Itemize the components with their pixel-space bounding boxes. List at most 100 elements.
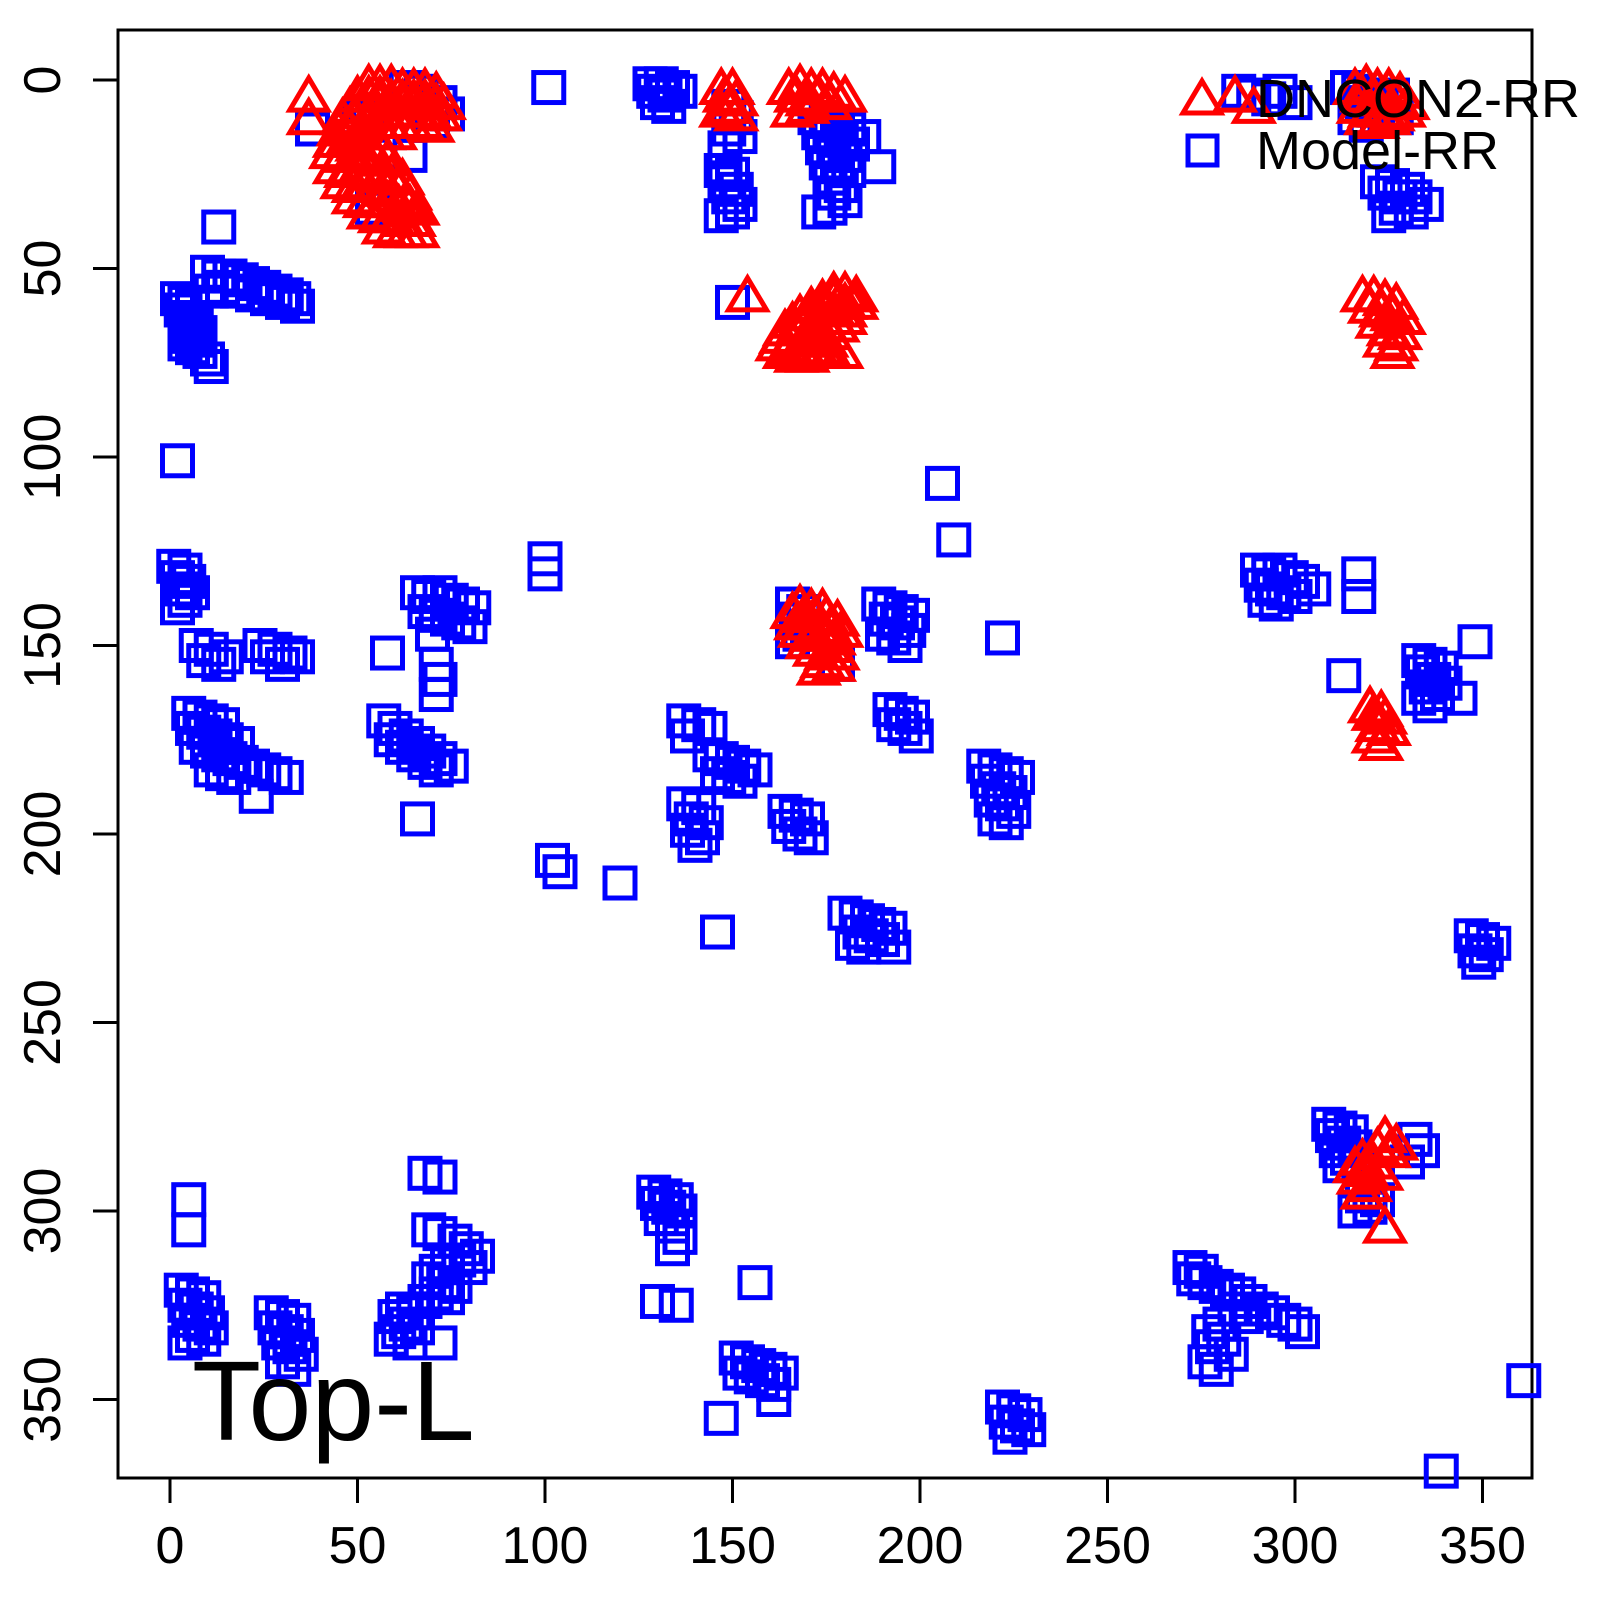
model-rr-point	[876, 620, 912, 656]
model-rr-point	[175, 1317, 210, 1353]
model-rr-point	[677, 827, 713, 863]
model-rr-point	[782, 816, 818, 852]
model-rr-point	[163, 571, 199, 607]
model-rr-point	[190, 341, 225, 377]
model-rr-point	[1285, 1314, 1320, 1350]
model-rr-point	[655, 1208, 690, 1244]
x-tick-label: 0	[156, 1517, 185, 1575]
model-rr-point	[996, 793, 1032, 829]
dncon2-rr-point	[1357, 721, 1405, 762]
model-rr-point	[1187, 1344, 1223, 1380]
model-rr-point	[722, 763, 758, 799]
dncon2-rr-point	[345, 190, 393, 230]
model-rr-point	[205, 269, 240, 305]
model-rr-point	[418, 1276, 454, 1312]
model-rr-point	[1468, 937, 1504, 973]
model-rr-point	[643, 66, 679, 102]
model-rr-point	[793, 820, 829, 856]
model-rr-point	[756, 1382, 792, 1417]
model-rr-point	[381, 1314, 417, 1350]
model-rr-point	[985, 620, 1020, 656]
dncon2-rr-point	[712, 92, 760, 132]
model-rr-point	[1176, 1261, 1212, 1297]
dncon2-rr-point	[769, 88, 816, 128]
dncon2-rr-point	[705, 84, 753, 124]
model-rr-point	[208, 639, 244, 675]
legend: DNCON2-RR Model-RR	[1178, 69, 1580, 181]
plot-label: Top-L	[192, 1338, 475, 1464]
dncon2-rr-point	[1346, 1162, 1394, 1203]
model-rr-point	[422, 1325, 458, 1361]
x-tick-label: 50	[329, 1517, 387, 1575]
model-rr-point	[268, 277, 304, 313]
dncon2-rr-point	[724, 272, 771, 313]
dncon2-rr-point	[394, 208, 441, 249]
model-rr-point	[1341, 556, 1377, 592]
model-rr-point	[276, 1351, 312, 1387]
dncon2-rr-point	[409, 103, 456, 143]
x-tick-label: 250	[1064, 1517, 1151, 1575]
model-rr-point	[812, 190, 848, 226]
model-rr-point	[160, 443, 195, 479]
model-rr-point	[1011, 1412, 1047, 1448]
model-rr-point	[1000, 1408, 1035, 1444]
model-rr-point	[1457, 624, 1493, 660]
y-tick-label: 200	[14, 791, 72, 878]
model-rr-point	[700, 756, 735, 792]
model-rr-point	[640, 85, 675, 121]
dncon2-rr-point	[1230, 84, 1278, 124]
model-rr-point	[992, 1419, 1028, 1455]
dncon2-rr-point	[285, 73, 333, 113]
model-rr-point	[703, 1400, 739, 1436]
model-rr-point	[662, 1219, 698, 1255]
model-rr-point	[1401, 680, 1437, 716]
model-rr-point	[1296, 571, 1332, 607]
model-rr-point	[1326, 658, 1362, 694]
dncon2-rr-point	[795, 646, 843, 686]
dncon2-rr-point	[1361, 1204, 1409, 1244]
dncon2-rr-point	[1331, 65, 1379, 106]
dncon2-rr-point	[397, 99, 445, 139]
model-rr-point	[876, 929, 912, 965]
model-rr-point	[655, 1231, 690, 1267]
model-rr-point	[853, 918, 889, 954]
dncon2-rr-point	[701, 73, 749, 113]
model-rr-point	[1187, 1265, 1223, 1301]
plot-border	[116, 28, 1534, 1480]
model-rr-point	[1423, 1453, 1459, 1489]
model-rr-point	[865, 616, 900, 652]
model-rr-point	[167, 1325, 203, 1361]
dncon2-rr-point	[821, 295, 869, 336]
model-rr-point	[745, 1363, 780, 1399]
model-rr-point	[692, 737, 728, 773]
model-rr-point	[205, 756, 240, 792]
model-rr-point	[373, 1321, 409, 1357]
dncon2-rr-point	[1365, 95, 1413, 136]
model-rr-point	[160, 590, 195, 626]
model-rr-point	[535, 842, 570, 878]
model-rr-point	[400, 575, 435, 611]
model-rr-point	[846, 119, 882, 155]
model-rr-point	[977, 801, 1013, 837]
y-tick-label: 0	[14, 66, 72, 95]
model-rr-point	[820, 149, 855, 185]
model-rr-point	[1247, 582, 1283, 618]
model-rr-point	[895, 699, 930, 735]
model-rr-point	[268, 759, 304, 795]
y-tick-label: 100	[14, 414, 72, 501]
model-rr-point	[418, 752, 454, 788]
model-rr-point	[418, 597, 454, 633]
model-rr-point	[531, 70, 567, 106]
legend-square-icon	[1185, 133, 1220, 168]
y-tick-label: 300	[14, 1168, 72, 1255]
dncon2-rr-point	[1342, 95, 1390, 136]
x-tick-label: 350	[1439, 1517, 1526, 1575]
model-rr-point	[1277, 1306, 1313, 1342]
model-rr-point	[407, 744, 443, 780]
model-rr-point	[1198, 1351, 1234, 1387]
model-rr-point	[1393, 194, 1429, 230]
dncon2-rr-point	[1335, 1155, 1383, 1195]
model-rr-point	[1341, 578, 1377, 614]
dncon2-rr-point	[1339, 1170, 1386, 1210]
dncon2-rr-point	[360, 205, 408, 245]
